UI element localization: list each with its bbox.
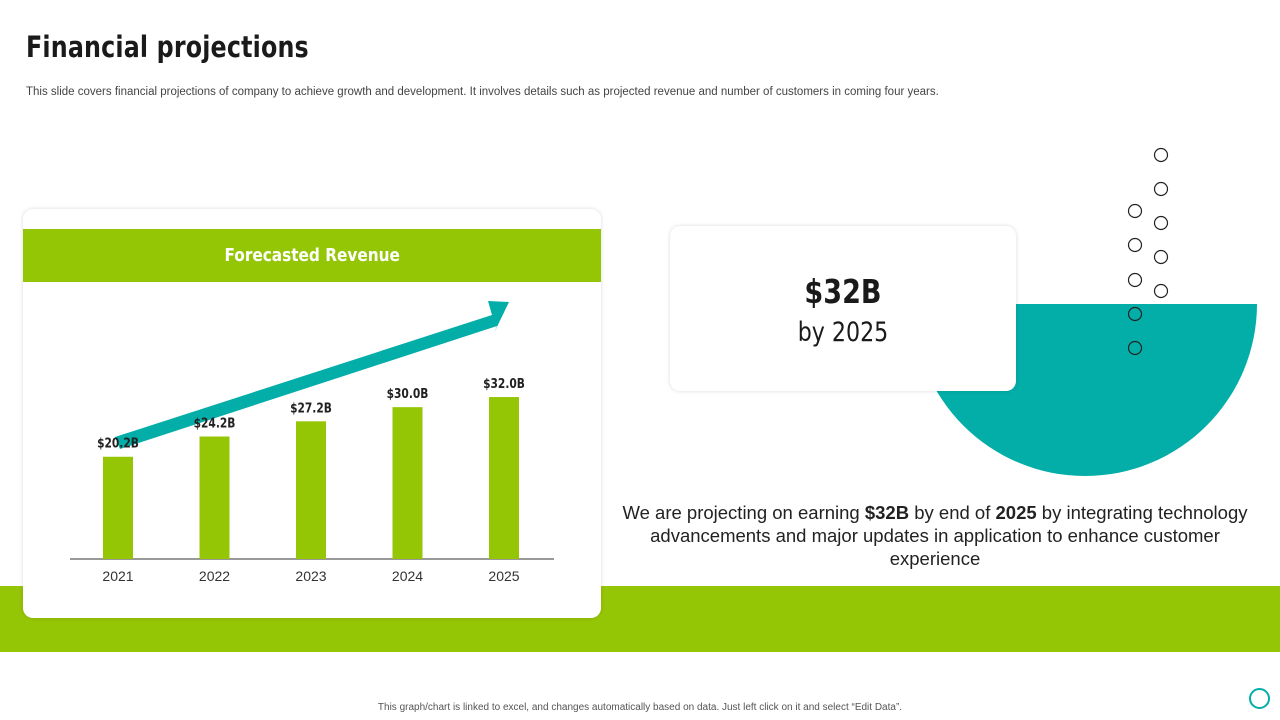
projection-statement: We are projecting on earning $32B by end… <box>605 501 1265 570</box>
bar-2024 <box>392 407 423 559</box>
x-tick-label-2024: 2024 <box>392 568 423 584</box>
circle-icon <box>1249 688 1270 709</box>
stat-value: $32B <box>804 272 882 311</box>
decorative-dot <box>1127 306 1143 322</box>
bar-data-label-2024: $30.0B <box>387 386 429 401</box>
decorative-dot <box>1153 147 1169 163</box>
statement-bold-amount: $32B <box>864 502 910 523</box>
x-tick-label-2023: 2023 <box>295 568 326 584</box>
bar-2023 <box>296 421 326 559</box>
statement-text-3: by integrating technology advancements a… <box>650 502 1248 569</box>
footnote: This graph/chart is linked to excel, and… <box>377 702 903 713</box>
x-tick-label-2021: 2021 <box>102 568 133 584</box>
x-tick-label-2022: 2022 <box>199 568 230 584</box>
stat-caption: by 2025 <box>797 317 889 348</box>
decorative-dot <box>1127 203 1143 219</box>
page-subtitle: This slide covers financial projections … <box>26 86 939 98</box>
decorative-dot <box>1153 215 1169 231</box>
x-tick-label-2025: 2025 <box>488 568 519 584</box>
bar-data-label-2022: $24.2B <box>194 415 236 430</box>
page-title: Financial projections <box>26 30 309 64</box>
bar-data-label-2023: $27.2B <box>290 400 332 415</box>
statement-bold-year: 2025 <box>995 502 1037 523</box>
decorative-dot <box>1127 272 1143 288</box>
bar-2025 <box>489 397 519 559</box>
decorative-dot <box>1153 181 1169 197</box>
stat-card: $32B by 2025 <box>670 226 1016 391</box>
decorative-dot <box>1153 249 1169 265</box>
chart-header: Forecasted Revenue <box>23 229 601 282</box>
bar-2021 <box>103 456 133 559</box>
decorative-dot <box>1127 340 1143 356</box>
bar-2022 <box>199 436 230 559</box>
revenue-chart[interactable]: $20.2B 2021 $24.2B 2022 $27.2B 2023 $30.0B 2024… <box>23 209 601 618</box>
decorative-dot <box>1153 283 1169 299</box>
statement-text-1: We are projecting on earning <box>622 502 865 523</box>
decorative-dot <box>1127 237 1143 253</box>
trend-arrow <box>115 301 509 449</box>
chart-title: Forecasted Revenue <box>224 245 400 266</box>
revenue-chart-card[interactable]: Forecasted Revenue $20.2B 2021 $24.2B 2022 $… <box>23 209 601 618</box>
bar-data-label-2021: $20.2B <box>97 436 139 451</box>
statement-text-2: by end of <box>909 502 996 523</box>
bar-data-label-2025: $32.0B <box>483 376 525 391</box>
